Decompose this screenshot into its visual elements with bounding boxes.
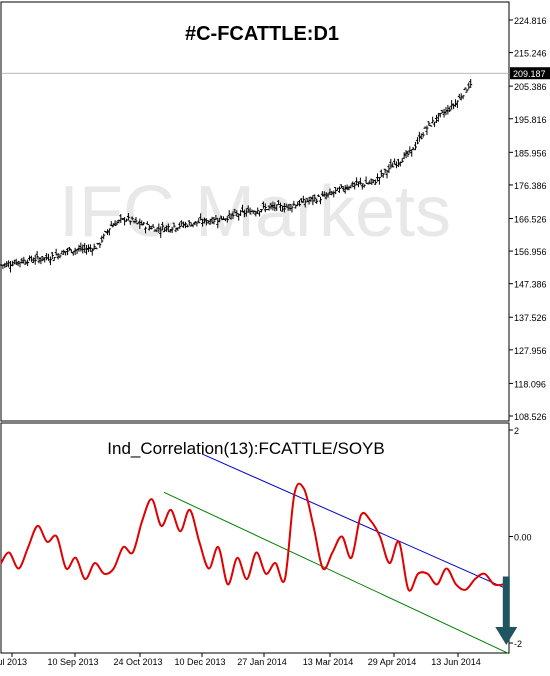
- price-bar: [406, 151, 409, 157]
- trendlines: [164, 454, 509, 654]
- correlation-line: [1, 484, 504, 591]
- price-tick-label: 215.246: [514, 49, 547, 59]
- price-bar: [11, 261, 14, 266]
- price-tick-label: 176.386: [514, 181, 547, 191]
- price-chart-title: #C-FCATTLE:D1: [185, 23, 339, 45]
- price-tick-label: 195.816: [514, 115, 547, 125]
- price-bar: [51, 252, 54, 259]
- x-tick-label: 13 Mar 2014: [303, 657, 354, 667]
- price-bar: [403, 152, 406, 159]
- indicator-tick-label: 0.00: [514, 533, 532, 543]
- price-bar: [448, 106, 451, 112]
- price-bar: [422, 132, 425, 137]
- price-bar: [463, 88, 466, 91]
- price-bar: [456, 100, 459, 108]
- price-bar: [49, 257, 52, 266]
- price-bar: [433, 122, 436, 127]
- upper-trendline: [202, 454, 509, 590]
- price-bar: [429, 125, 432, 126]
- price-bar: [36, 251, 39, 260]
- watermark-text: IFC Markets: [59, 172, 451, 252]
- price-bar: [458, 94, 461, 98]
- price-tick-label: 185.956: [514, 148, 547, 158]
- price-bar: [58, 255, 61, 258]
- x-tick-label: 13 Jun 2014: [431, 657, 481, 667]
- price-bar: [7, 260, 10, 267]
- x-tick-label: 10 Sep 2013: [47, 657, 98, 667]
- price-bar: [26, 259, 29, 265]
- price-tick-label: 205.386: [514, 82, 547, 92]
- price-bar: [431, 117, 434, 124]
- price-bar: [446, 105, 449, 115]
- price-bar: [24, 260, 27, 264]
- x-tick-label: 27 Jan 2014: [237, 657, 287, 667]
- x-tick-label: 24 Oct 2013: [113, 657, 162, 667]
- price-tick-label: 156.956: [514, 247, 547, 257]
- price-bar: [30, 256, 33, 262]
- price-tick-label: 147.386: [514, 280, 547, 290]
- price-bar: [57, 253, 60, 259]
- x-tick-label: 10 Dec 2013: [174, 657, 225, 667]
- price-bar: [414, 142, 417, 150]
- price-bar: [19, 262, 22, 267]
- indicator-tick-label: 2: [514, 426, 519, 436]
- price-bar: [462, 95, 465, 99]
- price-bar: [15, 259, 18, 265]
- price-bar: [34, 255, 37, 265]
- price-bar: [53, 257, 56, 261]
- price-bar: [405, 150, 408, 158]
- price-tick-label: 118.096: [514, 379, 546, 389]
- price-bar: [45, 253, 48, 260]
- price-bar: [416, 137, 419, 144]
- price-bar: [454, 99, 457, 107]
- price-tick-label: 166.526: [514, 214, 547, 224]
- price-tick-label: 137.526: [514, 313, 547, 323]
- price-bar: [393, 158, 396, 164]
- indicator-tick-label: -2: [514, 639, 522, 649]
- price-tick-label: 108.526: [514, 412, 547, 422]
- price-bar: [424, 126, 427, 128]
- price-bar: [465, 89, 468, 93]
- x-tick-label: 29 Apr 2014: [368, 657, 417, 667]
- indicator-axis: 2 0.00 -2: [509, 426, 532, 649]
- price-bar: [47, 254, 50, 261]
- price-bar: [467, 82, 470, 89]
- price-bar: [55, 249, 58, 256]
- x-tick-label: Jul 2013: [0, 657, 27, 667]
- price-bar: [425, 125, 428, 135]
- lower-trendline: [164, 492, 509, 653]
- price-bar: [441, 110, 444, 113]
- time-axis: Jul 2013 10 Sep 2013 24 Oct 2013 10 Dec 201…: [0, 653, 481, 667]
- indicator-title: Ind_Correlation(13):FCATTLE/SOYB: [107, 439, 384, 458]
- price-tick-label: 224.816: [514, 16, 547, 26]
- price-bar: [469, 79, 472, 88]
- correlation-series: [1, 484, 504, 591]
- current-price-label: 209.187: [513, 69, 546, 79]
- price-bar: [443, 109, 446, 118]
- down-arrow-icon: [495, 576, 517, 645]
- price-bar: [64, 252, 67, 256]
- price-bar: [395, 161, 398, 168]
- price-tick-label: 127.956: [514, 346, 547, 356]
- price-bar: [1, 265, 4, 269]
- price-bar: [38, 257, 41, 263]
